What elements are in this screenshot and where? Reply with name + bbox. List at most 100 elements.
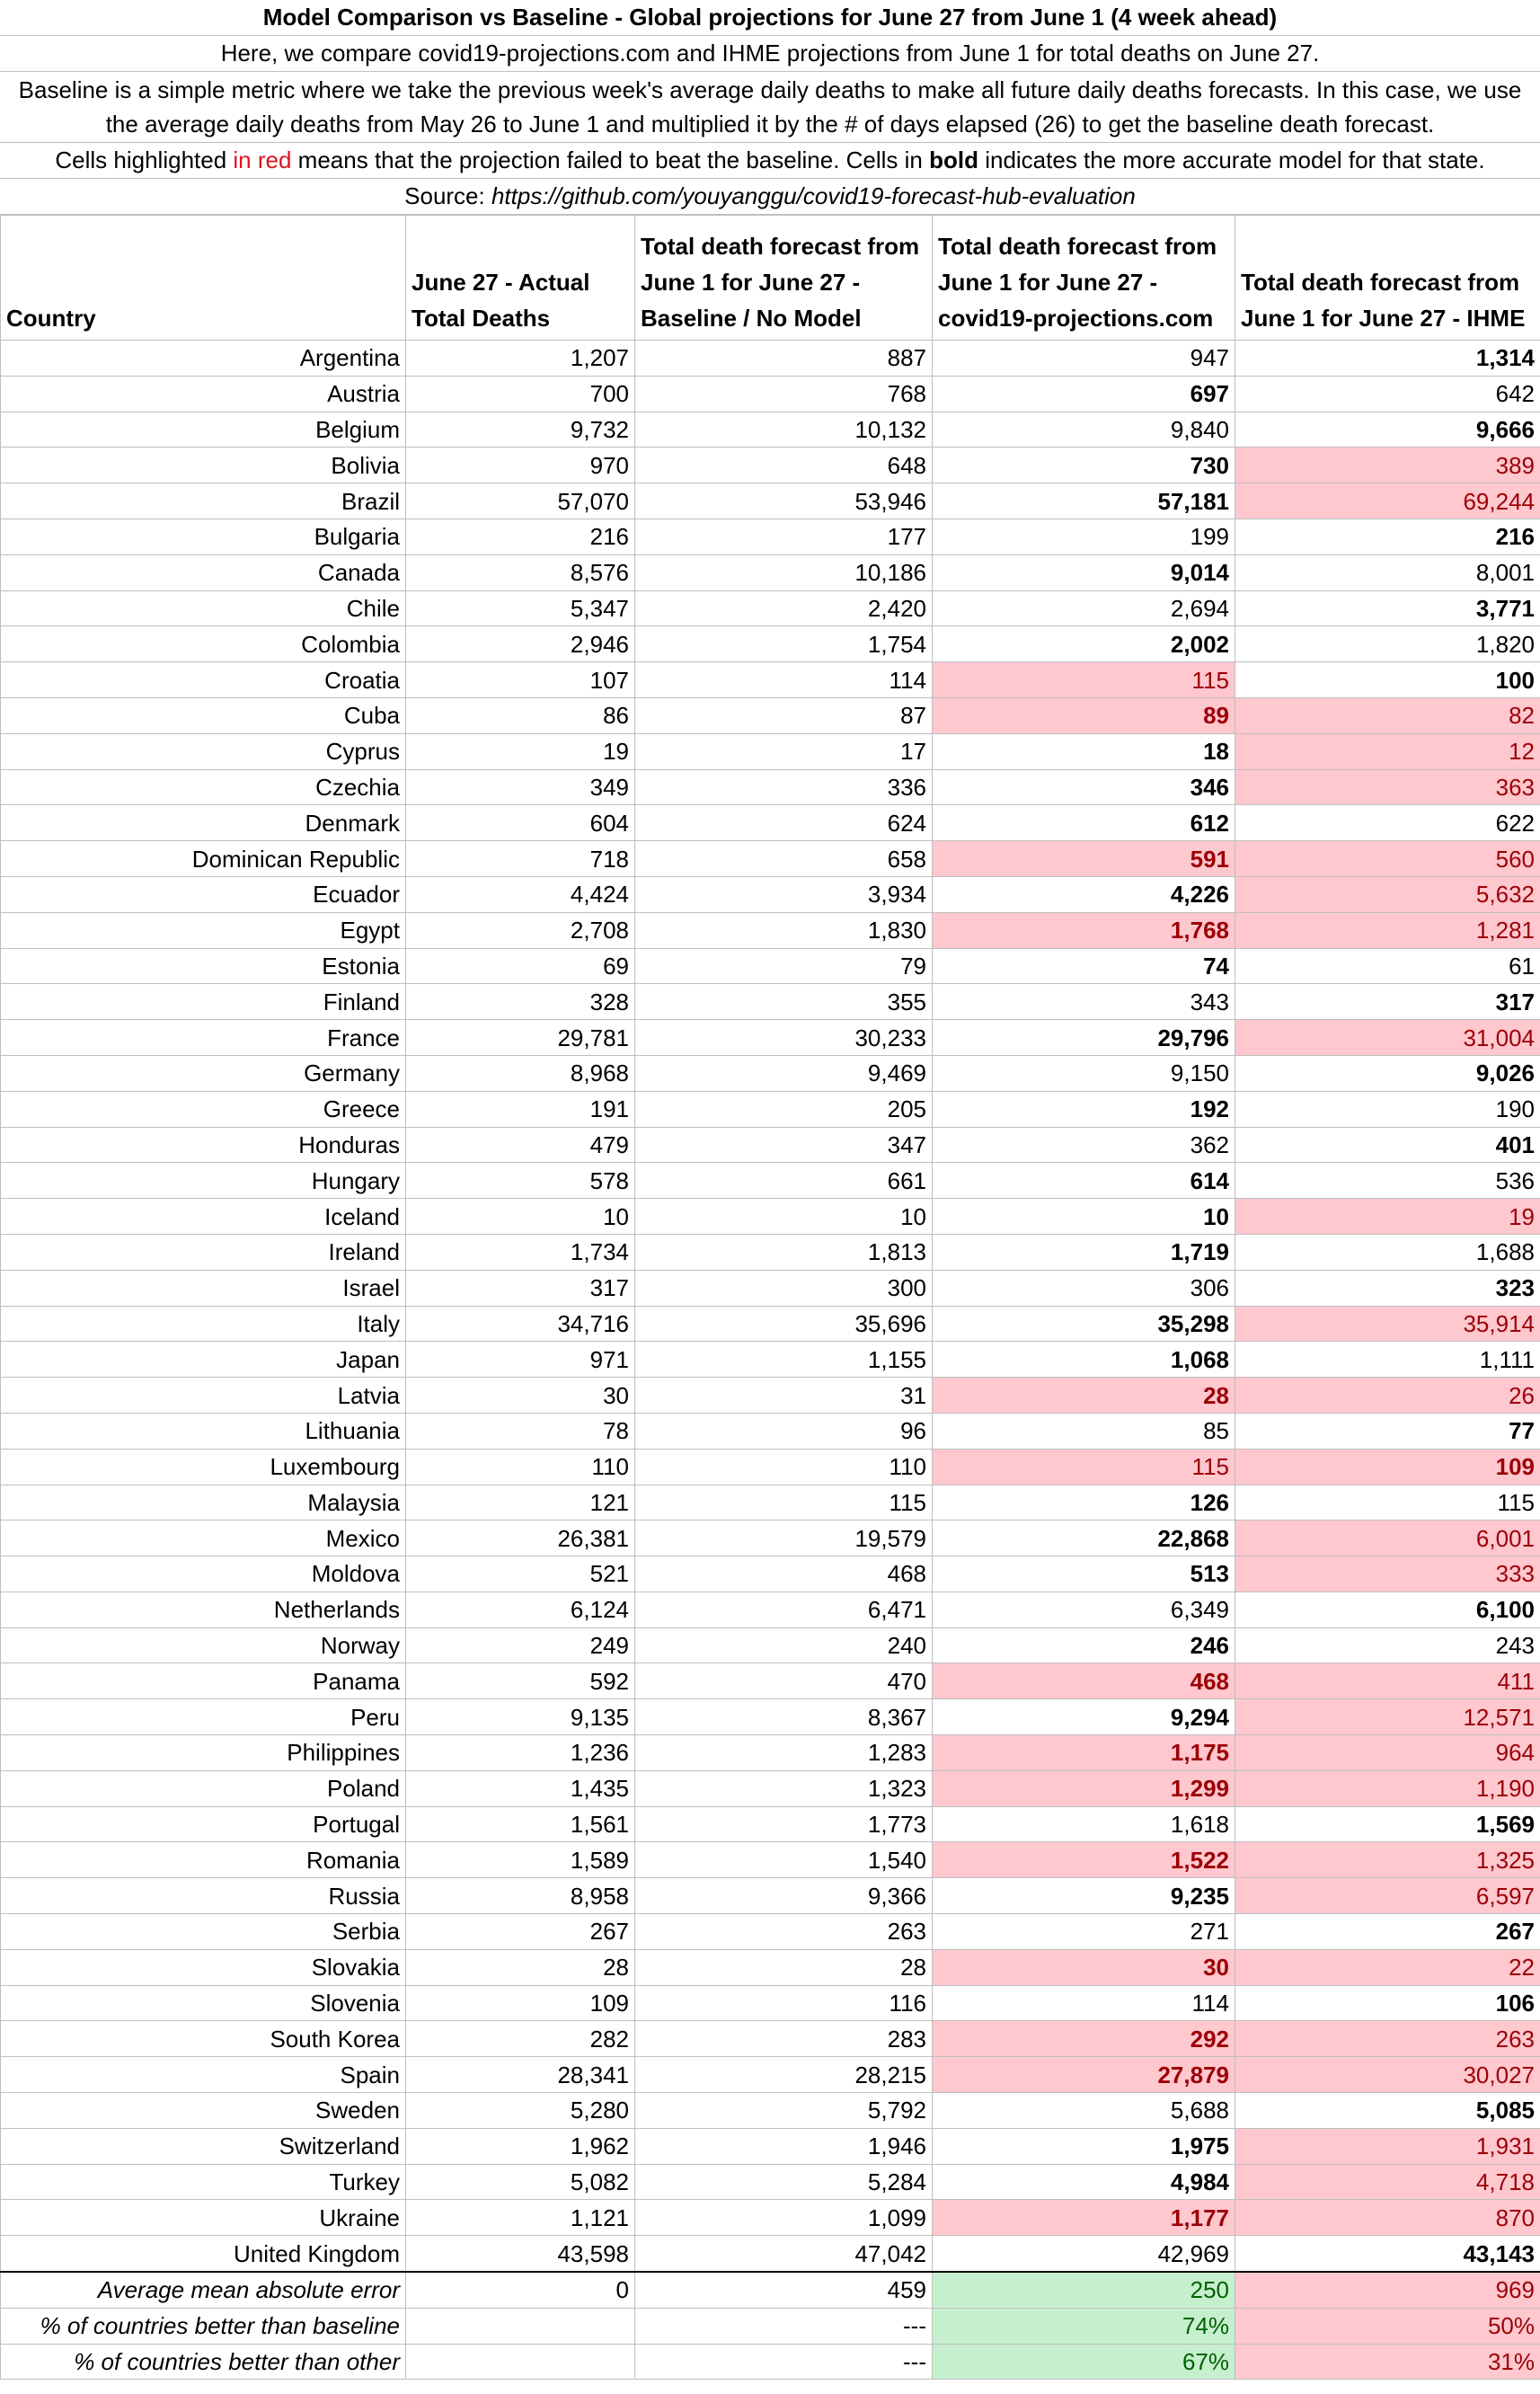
covid19-projections-forecast-cell[interactable]: 271 bbox=[932, 1913, 1235, 1950]
ihme-forecast-cell[interactable]: 106 bbox=[1235, 1984, 1540, 2022]
ihme-forecast-cell[interactable]: 8,001 bbox=[1235, 554, 1540, 591]
country-cell[interactable]: France bbox=[0, 1019, 406, 1056]
ihme-forecast-cell[interactable]: 22 bbox=[1235, 1948, 1540, 1986]
covid19-projections-forecast-cell[interactable]: 513 bbox=[932, 1556, 1235, 1592]
covid19-projections-forecast-cell[interactable]: 22,868 bbox=[932, 1520, 1235, 1557]
actual-deaths-cell[interactable]: 29,781 bbox=[405, 1019, 635, 1056]
covid19-projections-forecast-cell[interactable]: 2,694 bbox=[932, 590, 1235, 627]
country-cell[interactable]: Canada bbox=[0, 554, 406, 591]
country-cell[interactable]: Colombia bbox=[0, 625, 406, 663]
actual-deaths-cell[interactable]: 1,734 bbox=[405, 1233, 635, 1271]
actual-deaths-cell[interactable]: 521 bbox=[405, 1556, 635, 1592]
ihme-forecast-cell[interactable]: 622 bbox=[1235, 804, 1540, 842]
country-cell[interactable]: Panama bbox=[0, 1662, 406, 1700]
baseline-forecast-cell[interactable]: 3,934 bbox=[634, 875, 933, 913]
actual-deaths-cell[interactable]: 34,716 bbox=[405, 1305, 635, 1343]
ihme-forecast-cell[interactable]: 1,111 bbox=[1235, 1341, 1540, 1379]
covid19-projections-forecast-cell[interactable]: 947 bbox=[932, 340, 1235, 377]
baseline-forecast-cell[interactable]: 347 bbox=[634, 1126, 933, 1164]
ihme-forecast-cell[interactable]: 190 bbox=[1235, 1090, 1540, 1128]
country-cell[interactable]: Germany bbox=[0, 1054, 406, 1092]
baseline-forecast-cell[interactable]: 468 bbox=[634, 1556, 933, 1592]
summary-baseline-cell[interactable]: 459 bbox=[634, 2271, 933, 2309]
ihme-forecast-cell[interactable]: 6,597 bbox=[1235, 1877, 1540, 1915]
ihme-forecast-cell[interactable]: 77 bbox=[1235, 1412, 1540, 1450]
ihme-forecast-cell[interactable]: 1,820 bbox=[1235, 625, 1540, 663]
actual-deaths-cell[interactable]: 970 bbox=[405, 447, 635, 484]
baseline-forecast-cell[interactable]: 35,696 bbox=[634, 1305, 933, 1343]
actual-deaths-cell[interactable]: 1,121 bbox=[405, 2199, 635, 2237]
actual-deaths-cell[interactable]: 479 bbox=[405, 1126, 635, 1164]
country-cell[interactable]: Austria bbox=[0, 375, 406, 412]
ihme-forecast-cell[interactable]: 19 bbox=[1235, 1198, 1540, 1235]
actual-deaths-cell[interactable]: 30 bbox=[405, 1377, 635, 1414]
ihme-forecast-cell[interactable]: 100 bbox=[1235, 661, 1540, 698]
ihme-forecast-cell[interactable]: 1,281 bbox=[1235, 911, 1540, 949]
covid19-projections-forecast-cell[interactable]: 468 bbox=[932, 1662, 1235, 1700]
baseline-forecast-cell[interactable]: 10,132 bbox=[634, 411, 933, 448]
country-cell[interactable]: United Kingdom bbox=[0, 2235, 406, 2273]
ihme-forecast-cell[interactable]: 243 bbox=[1235, 1627, 1540, 1664]
country-cell[interactable]: Moldova bbox=[0, 1556, 406, 1592]
summary-actual-cell[interactable] bbox=[405, 2343, 635, 2381]
covid19-projections-forecast-cell[interactable]: 74 bbox=[932, 947, 1235, 985]
actual-deaths-cell[interactable]: 282 bbox=[405, 2020, 635, 2058]
baseline-forecast-cell[interactable]: 5,792 bbox=[634, 2092, 933, 2129]
ihme-forecast-cell[interactable]: 5,632 bbox=[1235, 875, 1540, 913]
covid19-projections-forecast-cell[interactable]: 89 bbox=[932, 696, 1235, 734]
covid19-projections-forecast-cell[interactable]: 9,294 bbox=[932, 1698, 1235, 1736]
actual-deaths-cell[interactable]: 1,435 bbox=[405, 1769, 635, 1807]
country-cell[interactable]: Luxembourg bbox=[0, 1448, 406, 1485]
country-cell[interactable]: Ukraine bbox=[0, 2199, 406, 2237]
baseline-forecast-cell[interactable]: 30,233 bbox=[634, 1019, 933, 1056]
covid19-projections-forecast-cell[interactable]: 4,226 bbox=[932, 875, 1235, 913]
baseline-forecast-cell[interactable]: 9,366 bbox=[634, 1877, 933, 1915]
baseline-forecast-cell[interactable]: 177 bbox=[634, 518, 933, 555]
baseline-forecast-cell[interactable]: 1,754 bbox=[634, 625, 933, 663]
actual-deaths-cell[interactable]: 86 bbox=[405, 696, 635, 734]
country-cell[interactable]: Estonia bbox=[0, 947, 406, 985]
country-cell[interactable]: Norway bbox=[0, 1627, 406, 1664]
country-cell[interactable]: Italy bbox=[0, 1305, 406, 1343]
covid19-projections-forecast-cell[interactable]: 346 bbox=[932, 768, 1235, 806]
baseline-forecast-cell[interactable]: 283 bbox=[634, 2020, 933, 2058]
column-header-ihme[interactable]: Total death forecast from June 1 for Jun… bbox=[1235, 215, 1540, 341]
actual-deaths-cell[interactable]: 592 bbox=[405, 1662, 635, 1700]
country-cell[interactable]: Cyprus bbox=[0, 732, 406, 770]
actual-deaths-cell[interactable]: 2,946 bbox=[405, 625, 635, 663]
ihme-forecast-cell[interactable]: 6,001 bbox=[1235, 1520, 1540, 1557]
ihme-forecast-cell[interactable]: 401 bbox=[1235, 1126, 1540, 1164]
country-cell[interactable]: Latvia bbox=[0, 1377, 406, 1414]
ihme-forecast-cell[interactable]: 9,026 bbox=[1235, 1054, 1540, 1092]
covid19-projections-forecast-cell[interactable]: 1,068 bbox=[932, 1341, 1235, 1379]
covid19-projections-forecast-cell[interactable]: 614 bbox=[932, 1162, 1235, 1200]
ihme-forecast-cell[interactable]: 69,244 bbox=[1235, 483, 1540, 519]
country-cell[interactable]: Belgium bbox=[0, 411, 406, 448]
actual-deaths-cell[interactable]: 4,424 bbox=[405, 875, 635, 913]
covid19-projections-forecast-cell[interactable]: 591 bbox=[932, 840, 1235, 877]
baseline-forecast-cell[interactable]: 336 bbox=[634, 768, 933, 806]
actual-deaths-cell[interactable]: 1,236 bbox=[405, 1734, 635, 1771]
country-cell[interactable]: Japan bbox=[0, 1341, 406, 1379]
baseline-forecast-cell[interactable]: 648 bbox=[634, 447, 933, 484]
ihme-forecast-cell[interactable]: 323 bbox=[1235, 1269, 1540, 1307]
actual-deaths-cell[interactable]: 328 bbox=[405, 983, 635, 1021]
actual-deaths-cell[interactable]: 10 bbox=[405, 1198, 635, 1235]
baseline-forecast-cell[interactable]: 96 bbox=[634, 1412, 933, 1450]
baseline-forecast-cell[interactable]: 10,186 bbox=[634, 554, 933, 591]
summary-label-cell[interactable]: Average mean absolute error bbox=[0, 2271, 406, 2309]
ihme-forecast-cell[interactable]: 30,027 bbox=[1235, 2056, 1540, 2094]
actual-deaths-cell[interactable]: 28 bbox=[405, 1948, 635, 1986]
actual-deaths-cell[interactable]: 971 bbox=[405, 1341, 635, 1379]
baseline-forecast-cell[interactable]: 87 bbox=[634, 696, 933, 734]
actual-deaths-cell[interactable]: 110 bbox=[405, 1448, 635, 1485]
covid19-projections-forecast-cell[interactable]: 6,349 bbox=[932, 1591, 1235, 1628]
ihme-forecast-cell[interactable]: 1,931 bbox=[1235, 2127, 1540, 2165]
summary-actual-cell[interactable]: 0 bbox=[405, 2271, 635, 2309]
ihme-forecast-cell[interactable]: 109 bbox=[1235, 1448, 1540, 1485]
column-header-covid19-projections[interactable]: Total death forecast from June 1 for Jun… bbox=[932, 215, 1235, 341]
covid19-projections-forecast-cell[interactable]: 28 bbox=[932, 1377, 1235, 1414]
country-cell[interactable]: Czechia bbox=[0, 768, 406, 806]
country-cell[interactable]: Malaysia bbox=[0, 1484, 406, 1521]
baseline-forecast-cell[interactable]: 1,283 bbox=[634, 1734, 933, 1771]
